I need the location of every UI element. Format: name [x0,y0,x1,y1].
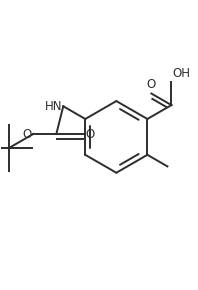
Text: O: O [85,128,94,141]
Text: O: O [147,78,156,91]
Text: O: O [23,128,32,141]
Text: HN: HN [45,100,62,113]
Text: OH: OH [173,67,191,80]
